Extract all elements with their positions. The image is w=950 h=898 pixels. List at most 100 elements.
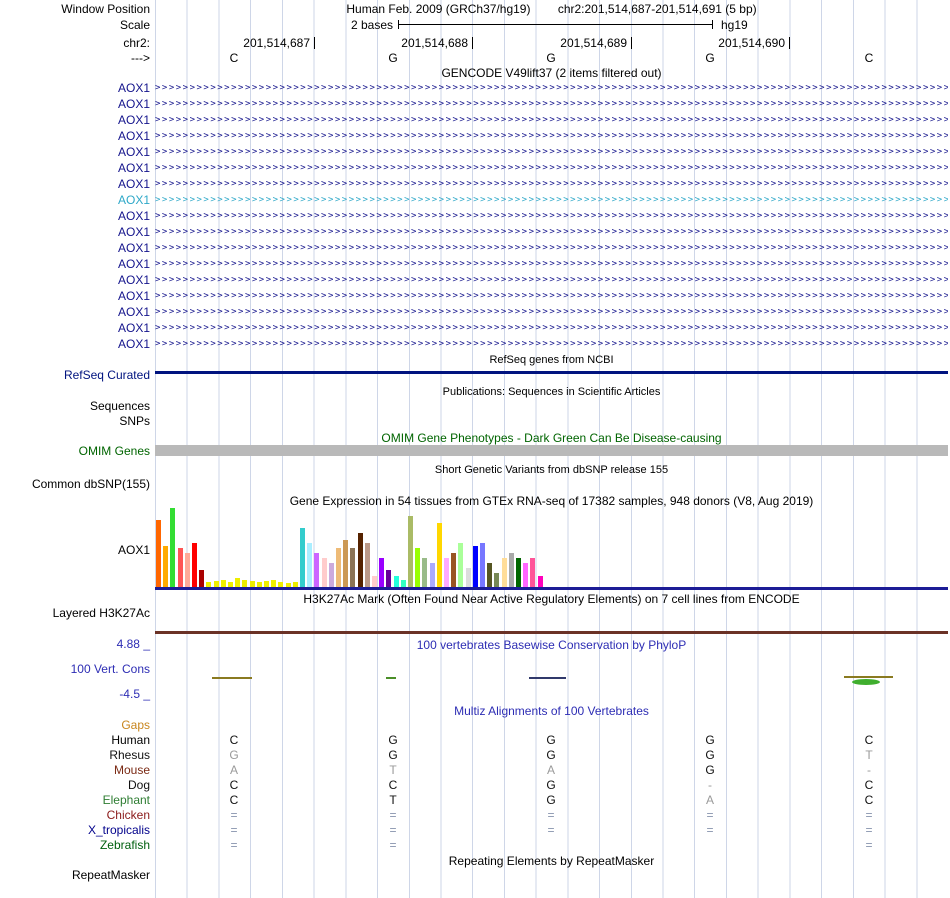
multiz-species-label[interactable]: Elephant: [102, 793, 150, 807]
phylop-track[interactable]: [155, 670, 948, 692]
multiz-base: =: [230, 838, 238, 852]
gtex-expression-bar: [242, 580, 248, 588]
multiz-species-label[interactable]: Rhesus: [109, 748, 150, 762]
gencode-transcript-item[interactable]: >>>>>>>>>>>>>>>>>>>>>>>>>>>>>>>>>>>>>>>>…: [155, 259, 948, 269]
gencode-gene-label[interactable]: AOX1: [117, 257, 150, 271]
gtex-gene-label[interactable]: AOX1: [117, 543, 150, 557]
multiz-base: A: [229, 763, 238, 777]
h3k27ac-label[interactable]: Layered H3K27Ac: [52, 606, 150, 620]
gencode-transcript-item[interactable]: >>>>>>>>>>>>>>>>>>>>>>>>>>>>>>>>>>>>>>>>…: [155, 275, 948, 285]
gencode-transcript-item[interactable]: >>>>>>>>>>>>>>>>>>>>>>>>>>>>>>>>>>>>>>>>…: [155, 195, 948, 205]
common-dbsnp-label[interactable]: Common dbSNP(155): [31, 477, 150, 491]
gencode-transcript-item[interactable]: >>>>>>>>>>>>>>>>>>>>>>>>>>>>>>>>>>>>>>>>…: [155, 131, 948, 141]
sequences-track-label[interactable]: Sequences: [89, 399, 150, 413]
gtex-expression-bar: [343, 540, 349, 588]
phylop-min-label: -4.5 _: [119, 687, 150, 701]
multiz-base: G: [546, 778, 556, 792]
multiz-base: =: [389, 808, 397, 822]
gtex-expression-bar: [415, 548, 421, 588]
gtex-bar-chart[interactable]: [155, 506, 948, 588]
multiz-base: T: [389, 793, 397, 807]
multiz-base: =: [547, 823, 555, 837]
gencode-transcript-item[interactable]: >>>>>>>>>>>>>>>>>>>>>>>>>>>>>>>>>>>>>>>>…: [155, 323, 948, 333]
assembly-short: hg19: [721, 18, 748, 32]
multiz-base: =: [547, 808, 555, 822]
omim-genes-label[interactable]: OMIM Genes: [78, 444, 150, 458]
multiz-alignment-row: [155, 718, 948, 733]
scale-label: Scale: [119, 18, 150, 32]
gencode-transcript-item[interactable]: >>>>>>>>>>>>>>>>>>>>>>>>>>>>>>>>>>>>>>>>…: [155, 163, 948, 173]
gencode-transcript-item[interactable]: >>>>>>>>>>>>>>>>>>>>>>>>>>>>>>>>>>>>>>>>…: [155, 307, 948, 317]
gencode-transcript-item[interactable]: >>>>>>>>>>>>>>>>>>>>>>>>>>>>>>>>>>>>>>>>…: [155, 83, 948, 93]
strand-label: --->: [131, 51, 150, 65]
multiz-base: G: [546, 733, 556, 747]
gencode-gene-label[interactable]: AOX1: [117, 97, 150, 111]
multiz-base: G: [705, 763, 715, 777]
gtex-expression-bar: [256, 582, 262, 588]
gtex-expression-bar: [408, 516, 413, 588]
gencode-gene-label[interactable]: AOX1: [117, 305, 150, 319]
omim-gene-bar[interactable]: [155, 445, 948, 456]
multiz-base: =: [865, 823, 873, 837]
gtex-expression-bar: [328, 563, 334, 588]
gtex-expression-bar: [350, 548, 356, 588]
multiz-species-label[interactable]: X_tropicalis: [87, 823, 150, 837]
gencode-gene-label[interactable]: AOX1: [117, 81, 150, 95]
gencode-gene-label[interactable]: AOX1: [117, 337, 150, 351]
gencode-gene-label[interactable]: AOX1: [117, 289, 150, 303]
refseq-curated-item[interactable]: [155, 371, 948, 374]
multiz-species-label[interactable]: Gaps: [121, 718, 150, 732]
multiz-species-label[interactable]: Chicken: [106, 808, 150, 822]
gencode-transcript-item[interactable]: >>>>>>>>>>>>>>>>>>>>>>>>>>>>>>>>>>>>>>>>…: [155, 339, 948, 349]
gtex-expression-bar: [480, 543, 485, 588]
gencode-gene-label[interactable]: AOX1: [117, 273, 150, 287]
gencode-gene-label[interactable]: AOX1: [117, 209, 150, 223]
gencode-transcript-item[interactable]: >>>>>>>>>>>>>>>>>>>>>>>>>>>>>>>>>>>>>>>>…: [155, 243, 948, 253]
multiz-species-label[interactable]: Dog: [127, 778, 150, 792]
gencode-gene-label[interactable]: AOX1: [117, 113, 150, 127]
gencode-transcript-item[interactable]: >>>>>>>>>>>>>>>>>>>>>>>>>>>>>>>>>>>>>>>>…: [155, 211, 948, 221]
gencode-gene-label[interactable]: AOX1: [117, 129, 150, 143]
gencode-transcript-item[interactable]: >>>>>>>>>>>>>>>>>>>>>>>>>>>>>>>>>>>>>>>>…: [155, 115, 948, 125]
gtex-expression-bar: [472, 546, 478, 588]
snps-track-label[interactable]: SNPs: [119, 414, 150, 428]
gtex-expression-bar: [220, 580, 226, 588]
gtex-expression-bar: [177, 548, 183, 588]
multiz-species-label[interactable]: Mouse: [113, 763, 150, 777]
multiz-base: C: [229, 778, 239, 792]
gencode-gene-label[interactable]: AOX1: [117, 177, 150, 191]
gencode-transcript-item[interactable]: >>>>>>>>>>>>>>>>>>>>>>>>>>>>>>>>>>>>>>>>…: [155, 147, 948, 157]
coordinate-tick: [789, 37, 790, 49]
gencode-gene-label[interactable]: AOX1: [117, 321, 150, 335]
multiz-base: C: [388, 778, 398, 792]
gencode-gene-label[interactable]: AOX1: [117, 241, 150, 255]
gtex-expression-bar: [271, 580, 277, 588]
phylop-track-label[interactable]: 100 Vert. Cons: [70, 662, 150, 676]
gencode-gene-label[interactable]: AOX1: [117, 225, 150, 239]
gencode-gene-label[interactable]: AOX1: [117, 161, 150, 175]
dbsnp-title: Short Genetic Variants from dbSNP releas…: [434, 464, 669, 476]
gencode-transcript-item[interactable]: >>>>>>>>>>>>>>>>>>>>>>>>>>>>>>>>>>>>>>>>…: [155, 179, 948, 189]
gencode-transcript-item[interactable]: >>>>>>>>>>>>>>>>>>>>>>>>>>>>>>>>>>>>>>>>…: [155, 291, 948, 301]
gencode-gene-label[interactable]: AOX1: [117, 145, 150, 159]
phylop-conservation-mark: [212, 677, 252, 679]
multiz-base: G: [705, 733, 715, 747]
multiz-species-label[interactable]: Zebrafish: [99, 838, 150, 852]
gtex-expression-bar: [508, 553, 514, 588]
scale-bar: [398, 20, 713, 29]
omim-title: OMIM Gene Phenotypes - Dark Green Can Be…: [381, 431, 722, 445]
multiz-base: =: [865, 808, 873, 822]
multiz-base: G: [229, 748, 239, 762]
multiz-base: =: [389, 823, 397, 837]
refseq-curated-label[interactable]: RefSeq Curated: [63, 368, 150, 382]
gencode-gene-label[interactable]: AOX1: [117, 193, 150, 207]
gencode-transcript-item[interactable]: >>>>>>>>>>>>>>>>>>>>>>>>>>>>>>>>>>>>>>>>…: [155, 227, 948, 237]
multiz-base: C: [229, 793, 239, 807]
gtex-expression-bar: [163, 546, 169, 588]
gencode-transcript-item[interactable]: >>>>>>>>>>>>>>>>>>>>>>>>>>>>>>>>>>>>>>>>…: [155, 99, 948, 109]
repeatmasker-label[interactable]: RepeatMasker: [71, 868, 150, 882]
gtex-expression-bar: [264, 581, 269, 588]
multiz-species-label[interactable]: Human: [111, 733, 150, 747]
